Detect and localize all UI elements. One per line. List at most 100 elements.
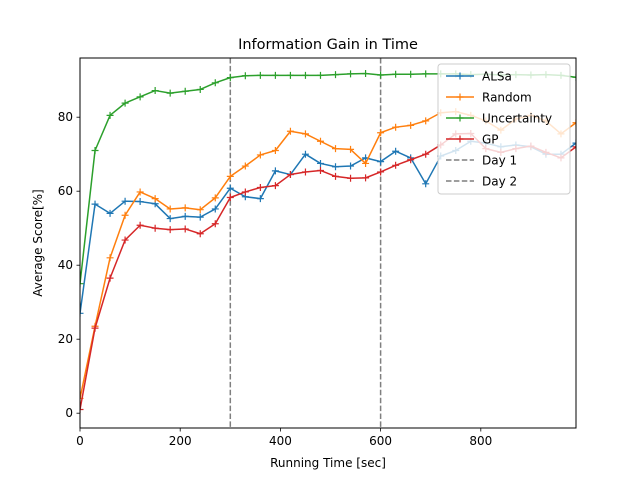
point-gp (196, 230, 204, 238)
legend: ALSa Random Uncertainty GP Day 1 Day 2 (437, 63, 571, 195)
point-gp (166, 226, 174, 234)
point-uncertainty (241, 72, 249, 80)
x-tick-label: 600 (369, 434, 392, 448)
point-alsa (91, 200, 99, 208)
point-alsa (377, 158, 385, 166)
point-random (241, 162, 249, 170)
x-tick-label: 800 (469, 434, 492, 448)
point-random (286, 127, 294, 135)
y-tick-label: 0 (65, 406, 73, 420)
point-uncertainty (422, 70, 430, 78)
x-tick-label: 0 (76, 434, 84, 448)
y-axis-label: Average Score[%] (31, 189, 45, 296)
point-random (271, 147, 279, 154)
point-gp (362, 174, 370, 182)
point-random (347, 145, 355, 153)
point-uncertainty (347, 70, 355, 78)
point-uncertainty (196, 85, 204, 93)
point-uncertainty (166, 89, 174, 97)
point-gp (80, 406, 84, 413)
point-alsa (316, 159, 324, 167)
point-uncertainty (256, 71, 264, 79)
point-random (377, 129, 385, 137)
point-alsa (166, 215, 174, 223)
point-random (407, 121, 415, 129)
point-random (166, 205, 174, 213)
point-random (196, 206, 204, 214)
point-alsa (392, 147, 400, 155)
point-uncertainty (136, 93, 144, 101)
legend-entry-day-2: Day 2 (446, 175, 517, 189)
point-random (106, 254, 114, 262)
point-alsa (211, 205, 219, 213)
point-random (136, 188, 144, 196)
point-gp (316, 166, 324, 174)
point-alsa (181, 212, 189, 220)
point-random (316, 137, 324, 145)
point-uncertainty (106, 111, 114, 119)
point-uncertainty (121, 99, 129, 107)
point-gp (407, 156, 415, 164)
point-random (301, 130, 309, 138)
y-tick-label: 40 (58, 258, 73, 272)
point-uncertainty (181, 87, 189, 95)
x-axis: 0 200 400 600 800 (76, 428, 492, 448)
point-alsa (347, 162, 355, 170)
legend-entry-day-1: Day 1 (446, 154, 517, 168)
point-alsa (106, 209, 114, 217)
point-alsa (196, 213, 204, 221)
x-tick-label: 200 (169, 434, 192, 448)
point-uncertainty (211, 79, 219, 87)
point-gp (226, 193, 234, 201)
point-gp (422, 150, 430, 158)
point-uncertainty (332, 71, 340, 79)
point-gp (181, 225, 189, 233)
point-gp (211, 220, 219, 228)
point-alsa (80, 309, 84, 317)
reference-lines (229, 58, 382, 428)
point-uncertainty (362, 70, 370, 78)
point-gp (572, 143, 576, 151)
point-alsa (121, 197, 129, 205)
point-random (226, 172, 234, 180)
legend-entry-gp: GP (446, 133, 499, 147)
point-random (392, 123, 400, 131)
point-alsa (332, 163, 340, 171)
y-tick-label: 20 (58, 332, 73, 346)
point-gp (301, 168, 309, 176)
legend-entry-uncertainty: Uncertainty (446, 112, 552, 126)
legend-label: ALSa (482, 70, 512, 84)
point-gp (106, 274, 114, 282)
point-uncertainty (392, 70, 400, 78)
point-random (121, 211, 129, 219)
point-uncertainty (286, 71, 294, 79)
point-gp (256, 184, 264, 191)
legend-marker (456, 93, 464, 101)
point-random (362, 159, 370, 167)
point-alsa (136, 198, 144, 206)
legend-marker (456, 135, 464, 143)
point-alsa (301, 150, 309, 158)
point-gp (347, 174, 355, 182)
x-axis-label: Running Time [sec] (270, 456, 386, 470)
point-uncertainty (271, 71, 279, 79)
point-uncertainty (80, 280, 84, 288)
axes-frame (79, 57, 577, 429)
point-uncertainty (226, 74, 234, 82)
legend-marker (456, 114, 464, 122)
point-alsa (226, 184, 234, 192)
legend-label: Uncertainty (482, 112, 552, 126)
point-uncertainty (316, 71, 324, 79)
point-alsa (256, 195, 264, 203)
point-gp (271, 182, 279, 190)
point-gp (136, 221, 144, 229)
point-alsa (422, 180, 430, 188)
point-random (181, 204, 189, 212)
point-uncertainty (301, 71, 309, 79)
point-gp (121, 236, 129, 244)
legend-label: GP (482, 133, 499, 147)
x-tick-label: 400 (269, 434, 292, 448)
y-tick-label: 80 (58, 110, 73, 124)
y-axis: 0 20 40 60 80 (58, 110, 80, 420)
point-alsa (572, 139, 576, 147)
